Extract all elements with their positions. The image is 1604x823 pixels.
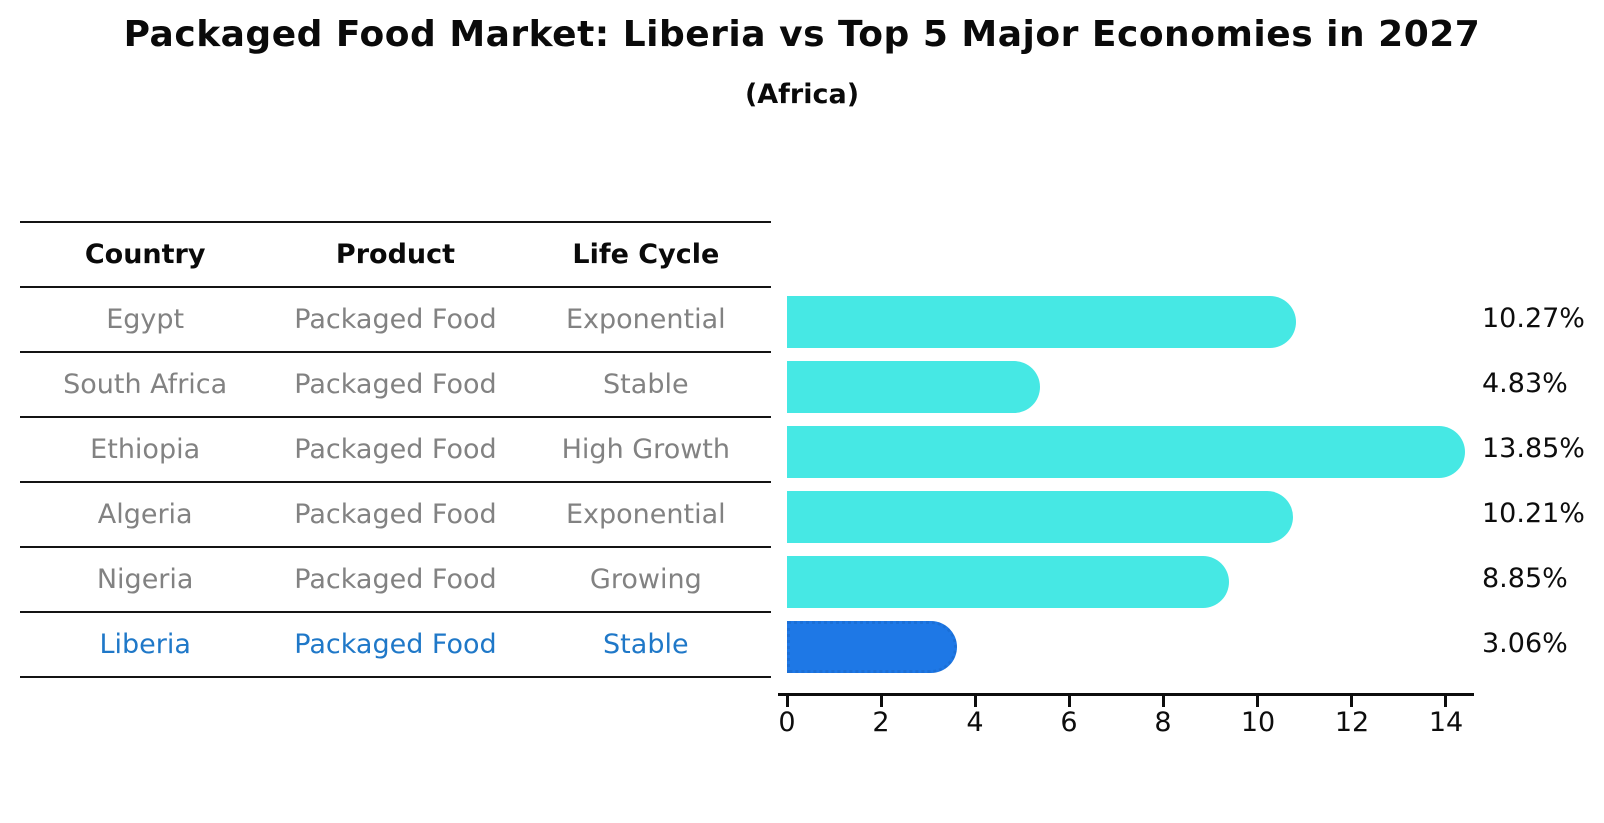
- table-row: Algeria Packaged Food Exponential: [20, 483, 771, 548]
- chart-title: Packaged Food Market: Liberia vs Top 5 M…: [123, 14, 1481, 55]
- table-cell-lifecycle: Stable: [603, 629, 689, 660]
- x-tick: [786, 696, 789, 707]
- table-cell-product: Packaged Food: [294, 369, 497, 400]
- x-tick: [880, 696, 883, 707]
- column-header-country: Country: [84, 239, 206, 270]
- table-cell-lifecycle: Exponential: [565, 304, 726, 335]
- table-cell-country: Nigeria: [96, 564, 194, 595]
- x-tick-label: 10: [1240, 707, 1276, 738]
- table-cell-country: Algeria: [97, 499, 193, 530]
- x-tick: [1256, 696, 1259, 707]
- bar-south-africa: [787, 361, 1040, 413]
- bar-ethiopia: [787, 426, 1465, 478]
- value-label: 10.21%: [1482, 498, 1585, 529]
- x-tick-label: 6: [1060, 707, 1078, 738]
- country-table: Country Product Life Cycle Egypt Packaged…: [20, 221, 771, 678]
- table-row: Ethiopia Packaged Food High Growth: [20, 418, 771, 483]
- value-label: 4.83%: [1482, 368, 1568, 399]
- table-header-row: Country Product Life Cycle: [20, 221, 771, 288]
- x-tick-label: 2: [872, 707, 890, 738]
- x-tick-label: 8: [1154, 707, 1172, 738]
- table-cell-product: Packaged Food: [294, 629, 497, 660]
- table-row: Liberia Packaged Food Stable: [20, 613, 771, 678]
- bar-egypt: [787, 296, 1296, 348]
- x-tick: [1068, 696, 1071, 707]
- column-header-product: Product: [335, 239, 456, 270]
- x-tick-label: 12: [1334, 707, 1370, 738]
- table-cell-country: South Africa: [63, 369, 228, 400]
- table-cell-product: Packaged Food: [294, 434, 497, 465]
- bar-nigeria: [787, 556, 1229, 608]
- x-axis-line: [778, 693, 1474, 696]
- bar-liberia: [787, 621, 957, 673]
- column-header-lifecycle: Life Cycle: [572, 239, 720, 270]
- table-cell-product: Packaged Food: [294, 564, 497, 595]
- table-cell-lifecycle: Exponential: [565, 499, 726, 530]
- x-tick-label: 4: [966, 707, 984, 738]
- table-cell-lifecycle: High Growth: [561, 434, 730, 465]
- table-cell-lifecycle: Stable: [603, 369, 689, 400]
- x-tick: [974, 696, 977, 707]
- table-cell-country: Liberia: [99, 629, 191, 660]
- value-label: 10.27%: [1482, 303, 1585, 334]
- x-tick: [1444, 696, 1447, 707]
- value-label: 3.06%: [1482, 628, 1568, 659]
- chart-subtitle: (Africa): [744, 79, 860, 110]
- table-cell-product: Packaged Food: [294, 304, 497, 335]
- x-tick-label: 0: [778, 707, 796, 738]
- value-label: 13.85%: [1482, 433, 1585, 464]
- x-tick-label: 14: [1428, 707, 1464, 738]
- table-cell-country: Egypt: [106, 304, 185, 335]
- table-cell-lifecycle: Growing: [589, 564, 702, 595]
- table-body: Egypt Packaged Food Exponential South Afric…: [20, 288, 771, 678]
- table-row: Egypt Packaged Food Exponential: [20, 288, 771, 353]
- table-cell-country: Ethiopia: [90, 434, 201, 465]
- table-cell-product: Packaged Food: [294, 499, 497, 530]
- table-row: South Africa Packaged Food Stable: [20, 353, 771, 418]
- x-tick: [1162, 696, 1165, 707]
- x-tick: [1350, 696, 1353, 707]
- table-row: Nigeria Packaged Food Growing: [20, 548, 771, 613]
- bar-algeria: [787, 491, 1293, 543]
- value-label: 8.85%: [1482, 563, 1568, 594]
